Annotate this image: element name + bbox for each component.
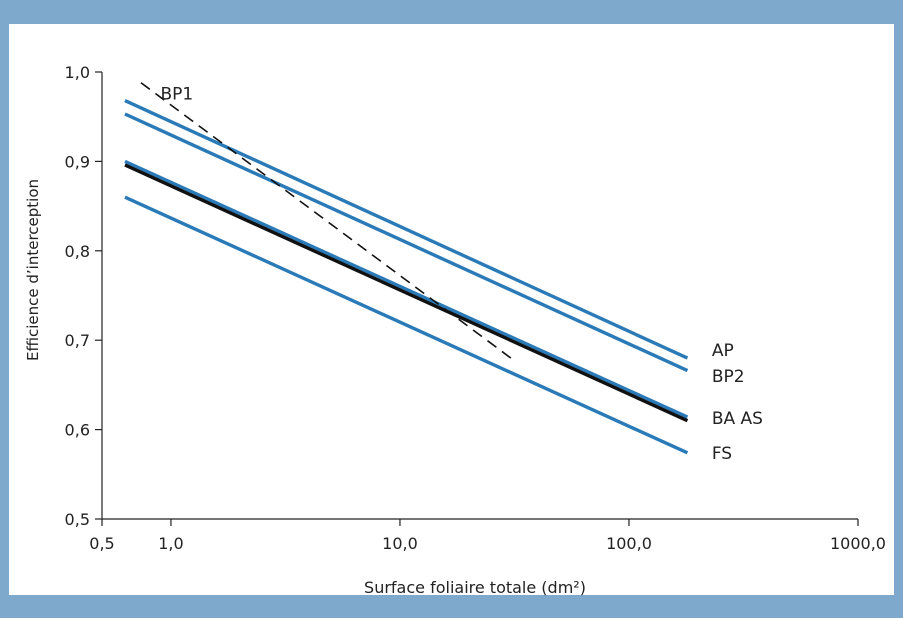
- x-tick-label: 0,5: [89, 534, 114, 553]
- x-axis-label: Surface foliaire totale (dm²): [364, 578, 586, 597]
- series-line-ba: [124, 159, 689, 419]
- series-label-bp1: BP1: [160, 84, 193, 104]
- x-tick-label: 1,0: [158, 534, 183, 553]
- series-label-bp2: BP2: [712, 367, 745, 387]
- x-tick-label: 100,0: [606, 534, 652, 553]
- annotation-layer: BP1 AP BP2 BA AS FS: [160, 84, 762, 463]
- axes: 0,5 0,6 0,7 0,8 0,9 1,0 0,5 1,0 10,0 100,0 1000,0: [65, 63, 886, 553]
- y-tick-label: 0,6: [65, 421, 90, 440]
- series-line-as: [124, 163, 689, 423]
- x-tick-label: 1000,0: [830, 534, 886, 553]
- series-layer: [124, 82, 689, 455]
- series-label-fs: FS: [712, 444, 732, 464]
- y-axis-label: Efficience d’interception: [24, 179, 42, 361]
- y-tick-label: 1,0: [65, 63, 90, 82]
- series-label-ba-as: BA AS: [712, 409, 763, 429]
- y-tick-label: 0,5: [65, 510, 90, 529]
- series-line-fs: [124, 195, 689, 455]
- series-line-ap: [124, 99, 689, 360]
- y-tick-label: 0,9: [65, 152, 90, 171]
- series-line-bp1: [140, 82, 517, 363]
- y-tick-label: 0,8: [65, 242, 90, 261]
- x-tick-label: 10,0: [382, 534, 418, 553]
- series-label-ap: AP: [712, 341, 734, 361]
- y-tick-label: 0,7: [65, 331, 90, 350]
- series-line-bp2: [124, 112, 689, 373]
